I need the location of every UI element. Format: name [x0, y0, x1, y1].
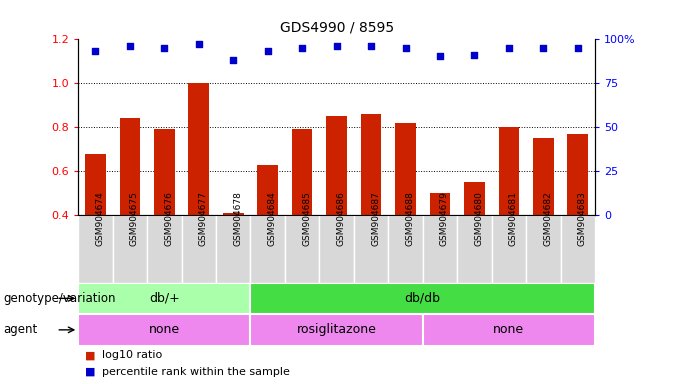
Text: GSM904687: GSM904687	[371, 191, 380, 246]
Point	[573, 45, 583, 51]
Text: GSM904683: GSM904683	[578, 191, 587, 246]
Bar	[388, 215, 423, 283]
Bar	[423, 215, 457, 283]
Text: log10 ratio: log10 ratio	[102, 350, 163, 360]
Text: db/+: db/+	[149, 292, 180, 305]
Text: GSM904675: GSM904675	[130, 191, 139, 246]
Text: ■: ■	[85, 366, 95, 377]
Bar	[182, 215, 216, 283]
Bar	[326, 116, 347, 304]
Point	[435, 53, 445, 60]
Text: rosiglitazone: rosiglitazone	[296, 323, 377, 336]
Point	[366, 43, 377, 49]
Text: percentile rank within the sample: percentile rank within the sample	[102, 366, 290, 377]
Bar	[85, 154, 106, 304]
Bar	[492, 215, 526, 283]
Text: GSM904678: GSM904678	[233, 191, 242, 246]
Bar	[257, 165, 278, 304]
Text: GSM904684: GSM904684	[268, 191, 277, 246]
Text: GSM904674: GSM904674	[95, 191, 105, 246]
Text: genotype/variation: genotype/variation	[3, 292, 116, 305]
Point	[159, 45, 170, 51]
Bar	[113, 215, 147, 283]
Bar	[464, 182, 485, 304]
Bar	[78, 215, 113, 283]
Point	[296, 45, 307, 51]
Point	[262, 48, 273, 54]
Point	[331, 43, 342, 49]
Point	[538, 45, 549, 51]
Text: GSM904682: GSM904682	[543, 191, 552, 246]
Bar	[147, 215, 182, 283]
Text: GSM904676: GSM904676	[165, 191, 173, 246]
Text: none: none	[493, 323, 524, 336]
Point	[228, 57, 239, 63]
Bar	[78, 314, 250, 346]
Text: GSM904677: GSM904677	[199, 191, 208, 246]
Bar	[285, 215, 320, 283]
Point	[193, 41, 204, 47]
Bar	[423, 314, 595, 346]
Bar	[250, 215, 285, 283]
Text: GSM904679: GSM904679	[440, 191, 449, 246]
Point	[90, 48, 101, 54]
Point	[124, 43, 135, 49]
Bar	[498, 127, 520, 304]
Text: GSM904685: GSM904685	[302, 191, 311, 246]
Bar	[223, 213, 243, 304]
Bar	[354, 215, 388, 283]
Point	[503, 45, 514, 51]
Bar	[188, 83, 209, 304]
Bar	[526, 215, 560, 283]
Bar	[292, 129, 313, 304]
Bar	[533, 138, 554, 304]
Bar	[78, 283, 250, 314]
Bar	[430, 194, 450, 304]
Text: db/db: db/db	[405, 292, 441, 305]
Bar	[395, 123, 416, 304]
Bar	[250, 283, 595, 314]
Text: GSM904680: GSM904680	[475, 191, 483, 246]
Text: GSM904686: GSM904686	[337, 191, 345, 246]
Bar	[560, 215, 595, 283]
Text: none: none	[149, 323, 180, 336]
Bar	[320, 215, 354, 283]
Text: GSM904681: GSM904681	[509, 191, 518, 246]
Bar	[216, 215, 250, 283]
Point	[400, 45, 411, 51]
Text: GDS4990 / 8595: GDS4990 / 8595	[279, 21, 394, 35]
Text: GSM904688: GSM904688	[405, 191, 415, 246]
Bar	[567, 134, 588, 304]
Bar	[457, 215, 492, 283]
Bar	[360, 114, 381, 304]
Bar	[120, 118, 140, 304]
Bar	[250, 314, 423, 346]
Text: agent: agent	[3, 323, 37, 336]
Bar	[154, 129, 175, 304]
Text: ■: ■	[85, 350, 95, 360]
Point	[469, 51, 480, 58]
